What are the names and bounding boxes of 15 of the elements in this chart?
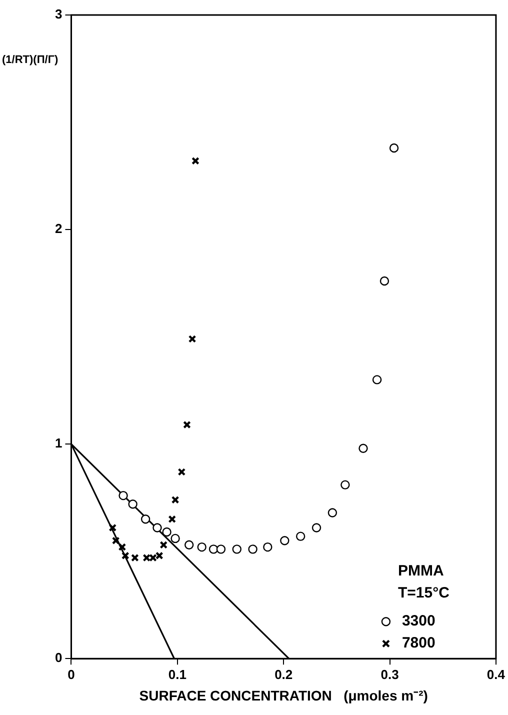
y-axis-title: (1/RT)(Π/Γ) — [2, 54, 58, 66]
x-tick-label: 0.1 — [168, 666, 186, 682]
y-tick-label: 2 — [54, 221, 62, 236]
x-tick-label: 0.3 — [380, 666, 399, 682]
annotation: T=15°C — [398, 584, 450, 602]
x-axis-title: SURFACE CONCENTRATION (μmoles m⁻²) — [139, 687, 428, 704]
legend-label: 7800 — [402, 634, 436, 652]
y-tick-label: 0 — [54, 650, 62, 666]
legend-title: PMMA — [398, 562, 444, 580]
y-tick-label: 3 — [54, 6, 62, 22]
x-tick-label: 0.4 — [486, 666, 506, 682]
x-tick-label: 0 — [68, 666, 75, 682]
y-tick-label: 1 — [54, 436, 62, 451]
legend-label: 3300 — [402, 612, 436, 630]
x-tick-label: 0.2 — [274, 666, 293, 682]
